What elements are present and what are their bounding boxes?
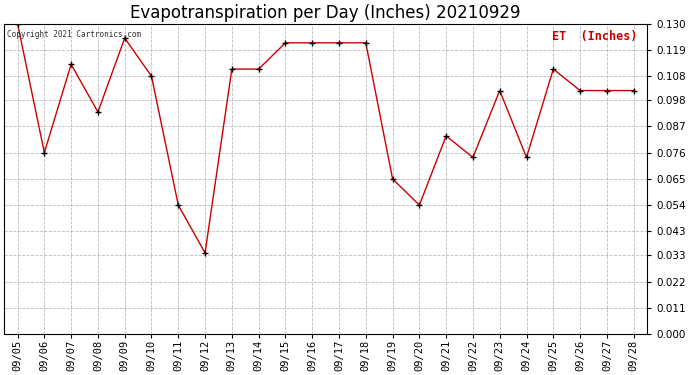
Title: Evapotranspiration per Day (Inches) 20210929: Evapotranspiration per Day (Inches) 2021… [130, 4, 521, 22]
Text: ET  (Inches): ET (Inches) [552, 30, 638, 43]
Text: Copyright 2021 Cartronics.com: Copyright 2021 Cartronics.com [8, 30, 141, 39]
